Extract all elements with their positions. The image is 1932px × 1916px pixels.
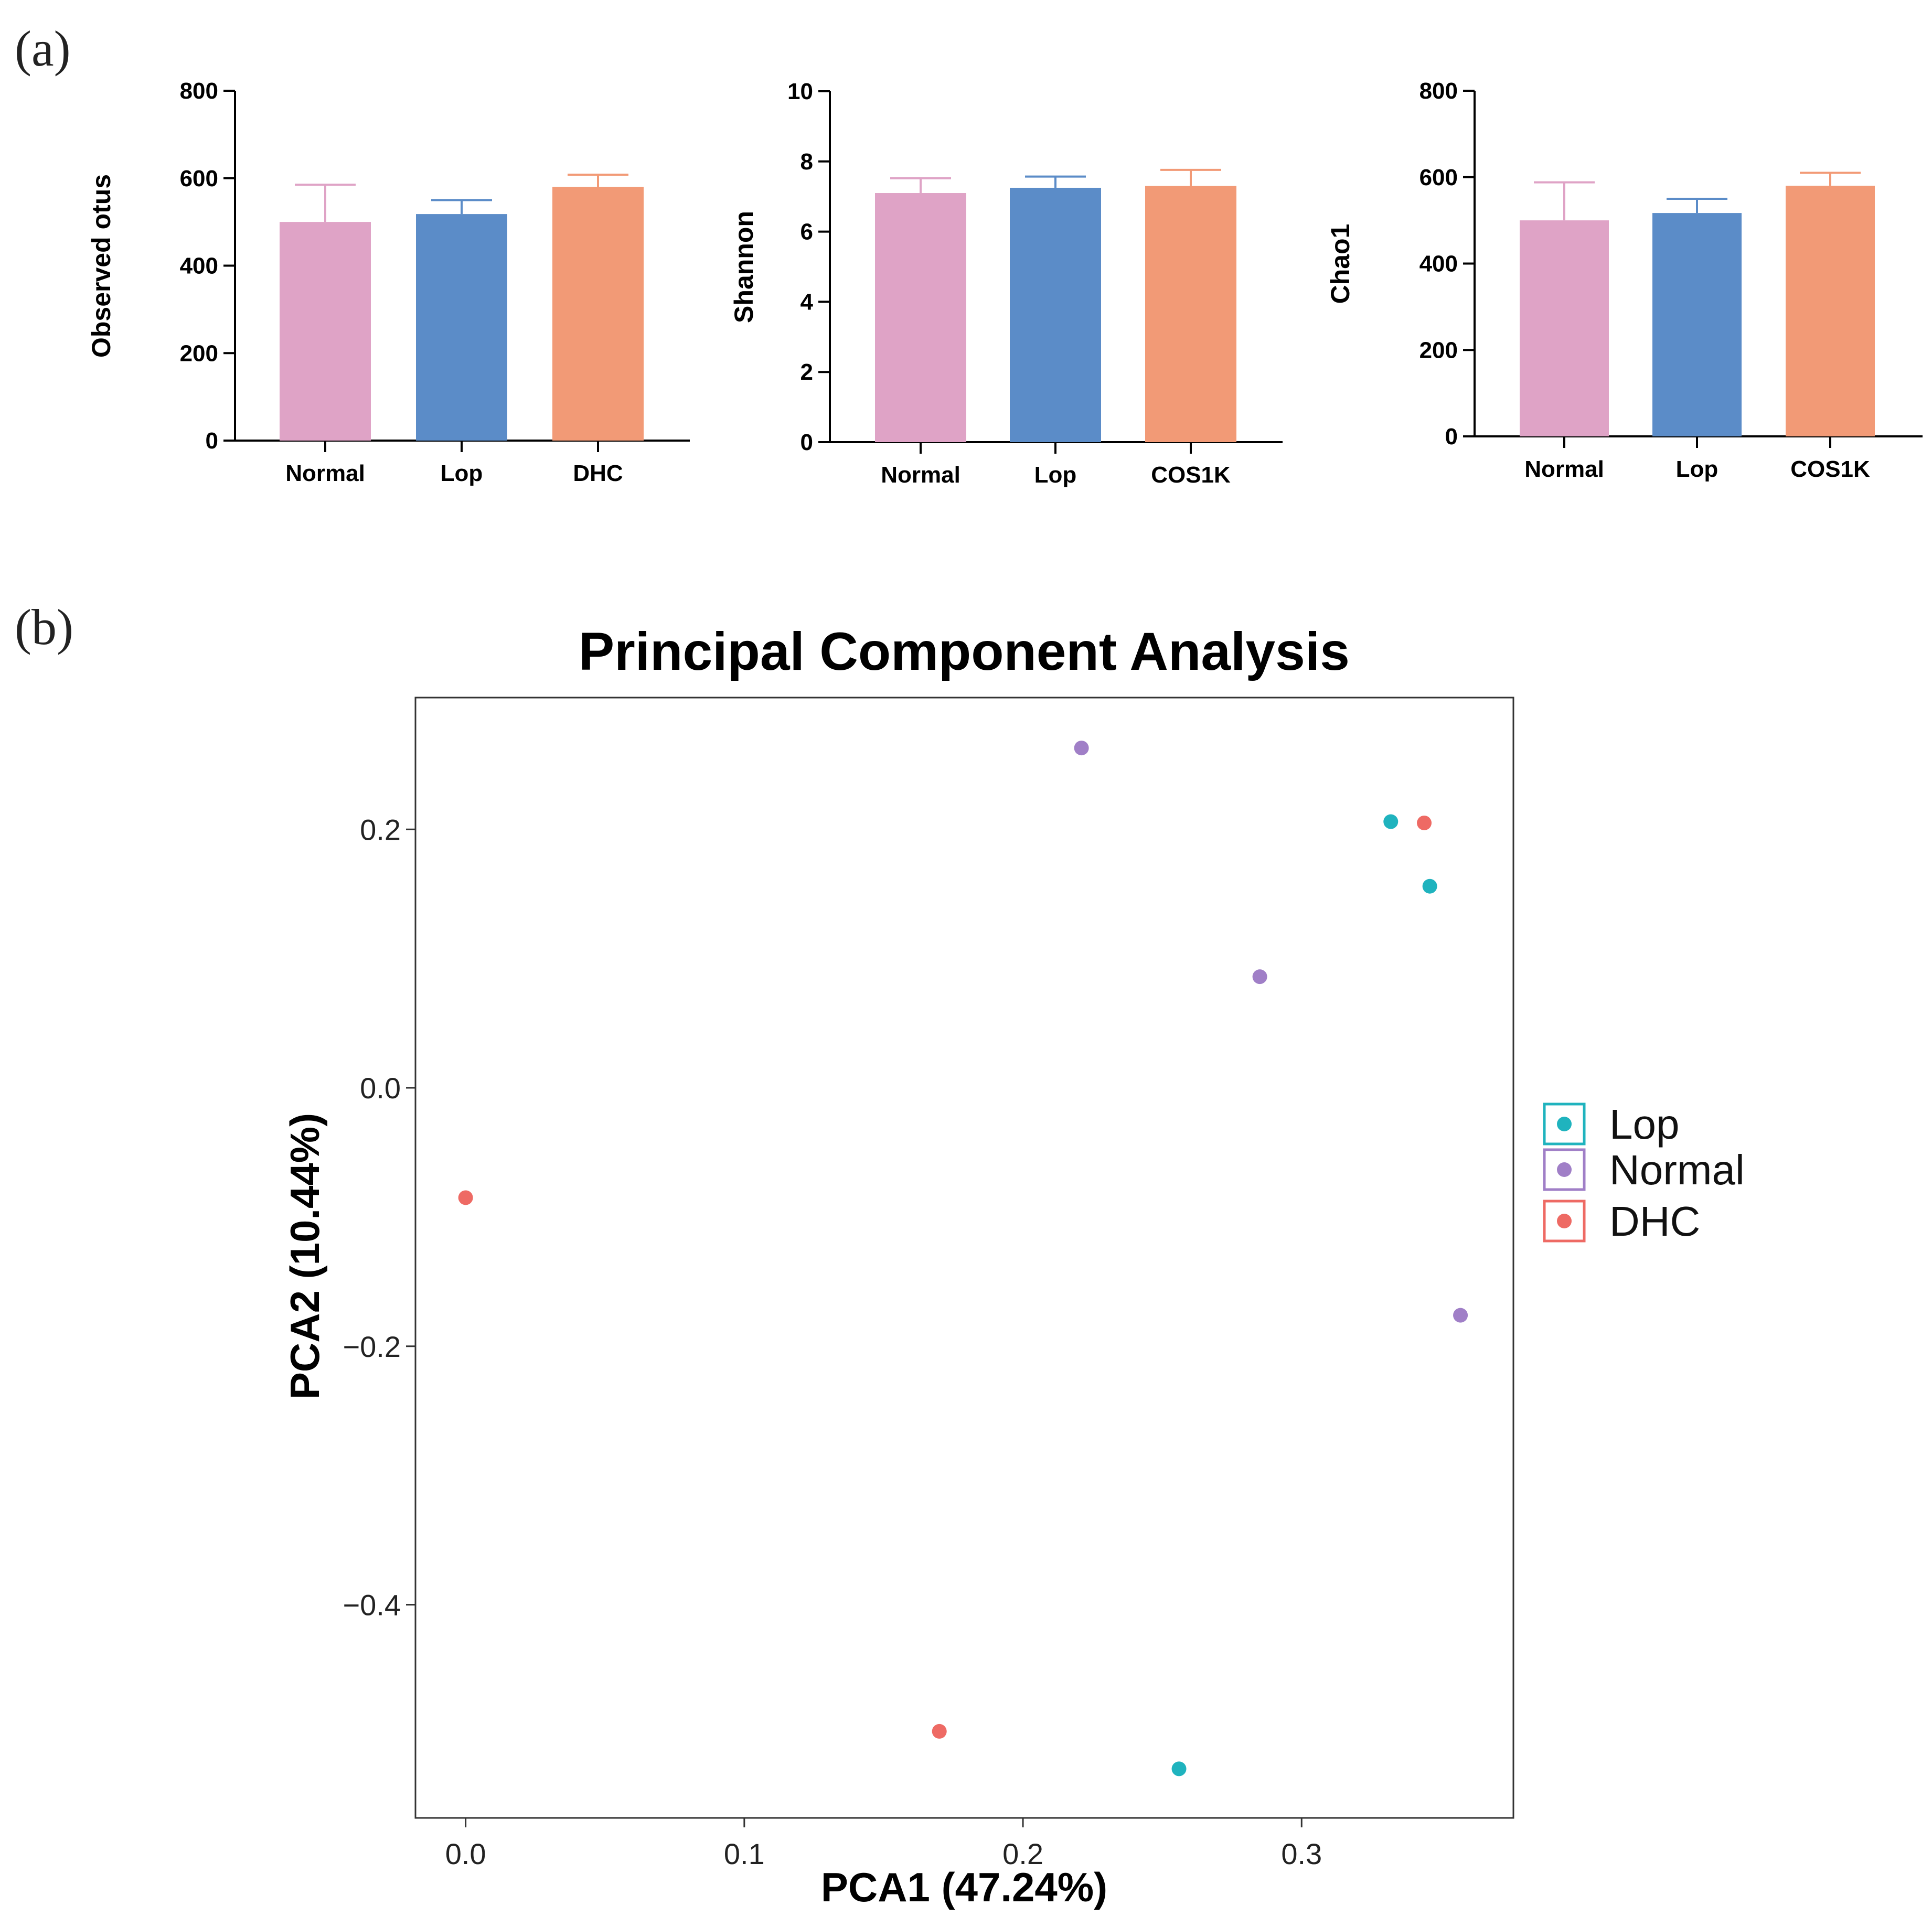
legend-item-lop: Lop — [1543, 1101, 1679, 1148]
bar — [416, 214, 507, 441]
scatter-point-lop — [1422, 879, 1437, 894]
x-tick-label: 0.0 — [445, 1837, 486, 1870]
x-tick-label: 0.3 — [1281, 1837, 1322, 1870]
legend-item-dhc: DHC — [1543, 1198, 1700, 1245]
y-tick-label: 0 — [800, 430, 813, 455]
bar — [552, 187, 644, 441]
plot-frame — [414, 697, 1514, 1819]
y-tick-label: 10 — [787, 79, 813, 104]
scatter-point-dhc — [932, 1724, 947, 1739]
y-tick-label: −0.4 — [343, 1588, 401, 1621]
bar — [1145, 186, 1236, 442]
chart-title: Principal Component Analysis — [579, 622, 1350, 681]
legend-label: Lop — [1609, 1101, 1679, 1148]
y-tick-label: 800 — [180, 78, 218, 104]
y-tick-label: 0.0 — [360, 1072, 401, 1105]
y-tick-label: 600 — [1419, 165, 1458, 190]
panel-label-b: (b) — [15, 599, 73, 655]
y-tick-label: 400 — [180, 253, 218, 279]
legend-label: DHC — [1609, 1198, 1700, 1245]
bar — [1786, 186, 1875, 436]
y-axis-label: Chao1 — [1326, 224, 1355, 304]
panel-label-a: (a) — [15, 20, 71, 77]
legend-label: Normal — [1609, 1147, 1745, 1193]
y-axis-label: PCA2 (10.44%) — [282, 1113, 328, 1399]
x-tick-label: Lop — [441, 461, 483, 486]
x-tick-label: COS1K — [1151, 462, 1231, 488]
scatter-point-normal — [1074, 741, 1089, 756]
bar — [1010, 187, 1101, 442]
y-tick-label: 600 — [180, 166, 218, 191]
pca-chart: Principal Component Analysis 0.0 0.1 0.2 0.3… — [282, 622, 1745, 1910]
y-tick-label: 4 — [800, 289, 814, 315]
y-tick-label: 200 — [1419, 337, 1458, 363]
bar — [280, 222, 371, 441]
y-tick-label: 800 — [1419, 78, 1458, 104]
x-tick-label: 0.1 — [724, 1837, 765, 1870]
scatter-point-dhc — [1417, 815, 1432, 830]
y-tick-label: 2 — [800, 359, 813, 385]
scatter-point-dhc — [458, 1190, 473, 1205]
y-tick-label: 400 — [1419, 251, 1458, 277]
legend-marker — [1557, 1117, 1572, 1131]
x-tick-label: Lop — [1676, 456, 1718, 482]
legend-swatch — [1543, 1102, 1586, 1146]
chao1-chart: 0 200 400 600 800 Chao1 Normal Lop COS1K — [1326, 78, 1923, 482]
bar — [1652, 213, 1742, 436]
legend-swatch — [1543, 1148, 1586, 1191]
shannon-chart: 0 2 4 6 8 10 Shannon Normal Lop COS1K — [729, 79, 1283, 488]
legend-item-normal: Normal — [1543, 1147, 1745, 1193]
y-tick-label: −0.2 — [343, 1330, 401, 1363]
legend-marker — [1557, 1214, 1572, 1228]
scatter-point-lop — [1383, 814, 1399, 829]
y-tick-label: 200 — [180, 340, 218, 366]
x-tick-label: Normal — [1524, 456, 1604, 482]
y-tick-label: 8 — [800, 149, 813, 175]
y-tick-label: 0 — [206, 428, 218, 454]
x-axis-label: PCA1 (47.24%) — [821, 1864, 1107, 1910]
y-tick-label: 0 — [1445, 424, 1458, 449]
bar — [1520, 220, 1609, 436]
x-tick-label: Normal — [881, 462, 960, 488]
y-tick-label: 0.2 — [360, 813, 401, 846]
y-axis-label: Shannon — [729, 211, 759, 323]
y-axis-label: Observed otus — [87, 174, 116, 358]
x-tick-label: Lop — [1034, 462, 1077, 488]
x-tick-label: DHC — [573, 461, 623, 486]
x-tick-label: 0.2 — [1002, 1837, 1043, 1870]
scatter-point-normal — [1252, 969, 1267, 984]
scatter-point-normal — [1453, 1308, 1468, 1323]
bar — [875, 193, 966, 442]
scatter-point-lop — [1171, 1761, 1187, 1776]
x-tick-label: COS1K — [1790, 456, 1870, 482]
x-tick-label: Normal — [285, 461, 365, 486]
observed-otus-chart: 0 200 400 600 800 Observed otus Normal Lop DHC — [87, 78, 690, 486]
legend-marker — [1557, 1162, 1572, 1177]
y-tick-label: 6 — [800, 219, 813, 245]
